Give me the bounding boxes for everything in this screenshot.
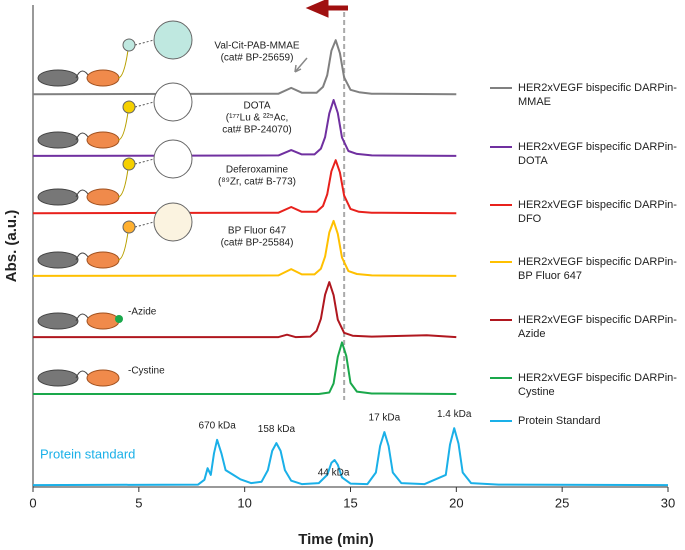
x-axis-label: Time (min): [298, 531, 374, 548]
zoom-guide: [134, 101, 155, 108]
x-tick-label: 20: [449, 495, 463, 510]
legend-label: HER2xVEGF bispecific DARPin-BP Fluor 647: [518, 256, 677, 282]
construct-label: -Cystine: [128, 366, 165, 377]
direction-arrow: [305, 0, 348, 18]
construct-label: (cat# BP-25659): [221, 53, 294, 64]
peak-label: 44 kDa: [318, 468, 350, 479]
legend-label: HER2xVEGF bispecific DARPin-MMAE: [518, 82, 677, 108]
x-tick-label: 30: [661, 495, 675, 510]
construct-label: BP Fluor 647: [228, 226, 287, 237]
payload-icon: [122, 100, 136, 114]
peak-label: 158 kDa: [258, 424, 296, 435]
y-axis-label: Abs. (a.u.): [3, 210, 20, 283]
legend-label: HER2xVEGF bispecific DARPin-DFO: [518, 199, 677, 225]
trace: [32, 99, 457, 157]
legend-label: HER2xVEGF bispecific DARPin-Azide: [518, 314, 677, 340]
darpin-orange: [86, 369, 120, 387]
darpin-gray: [37, 369, 79, 387]
payload-zoom: [153, 202, 193, 242]
trace: [33, 281, 457, 339]
construct-label: (¹⁷⁷Lu & ²²⁵Ac,: [226, 113, 289, 124]
zoom-guide: [134, 221, 155, 228]
darpin-gray: [37, 312, 79, 330]
pointer-arrow: [294, 57, 308, 73]
x-tick-label: 5: [135, 495, 142, 510]
payload-linker: [117, 231, 129, 261]
legend-label: HER2xVEGF bispecific DARPin-Cystine: [518, 372, 677, 398]
zoom-guide: [134, 158, 155, 165]
trace: [32, 159, 457, 215]
darpin-gray: [37, 251, 79, 269]
x-tick-label: 10: [237, 495, 251, 510]
darpin-gray: [37, 188, 79, 206]
construct-label: (cat# BP-25584): [221, 238, 294, 249]
trace: [32, 219, 457, 277]
payload-zoom: [153, 139, 193, 179]
payload-zoom: [153, 20, 193, 60]
peak-label: 1.4 kDa: [437, 409, 472, 420]
legend-label: HER2xVEGF bispecific DARPin-DOTA: [518, 141, 677, 167]
trace: [32, 39, 457, 96]
payload-linker: [117, 49, 129, 79]
x-tick-label: 0: [29, 495, 36, 510]
construct-label: DOTA: [243, 101, 270, 112]
zoom-guide: [134, 39, 155, 46]
construct-label: Val-Cit-PAB-MMAE: [214, 41, 300, 52]
trace: [32, 427, 669, 487]
darpin-orange: [86, 312, 120, 330]
construct-label: -Azide: [128, 307, 157, 318]
payload-icon: [122, 157, 136, 171]
payload-linker: [117, 168, 129, 198]
peak-label: 17 kDa: [369, 413, 401, 424]
payload-linker: [117, 111, 129, 141]
construct-label: (⁸⁹Zr, cat# B-773): [218, 177, 296, 188]
darpin-gray: [37, 131, 79, 149]
darpin-gray: [37, 69, 79, 87]
trace: [33, 341, 457, 395]
standard-label: Protein standard: [40, 446, 135, 461]
payload-zoom: [153, 82, 193, 122]
darpin-orange: [86, 131, 120, 149]
payload-dot: [115, 315, 123, 323]
construct-label: Deferoxamine: [226, 165, 289, 176]
legend-label: Protein Standard: [518, 415, 601, 427]
darpin-orange: [86, 251, 120, 269]
payload-icon: [122, 220, 136, 234]
darpin-orange: [86, 188, 120, 206]
darpin-orange: [86, 69, 120, 87]
peak-label: 670 kDa: [199, 420, 237, 431]
payload-icon: [122, 38, 136, 52]
x-tick-label: 15: [343, 495, 357, 510]
construct-label: cat# BP-24070): [222, 125, 292, 136]
x-tick-label: 25: [555, 495, 569, 510]
